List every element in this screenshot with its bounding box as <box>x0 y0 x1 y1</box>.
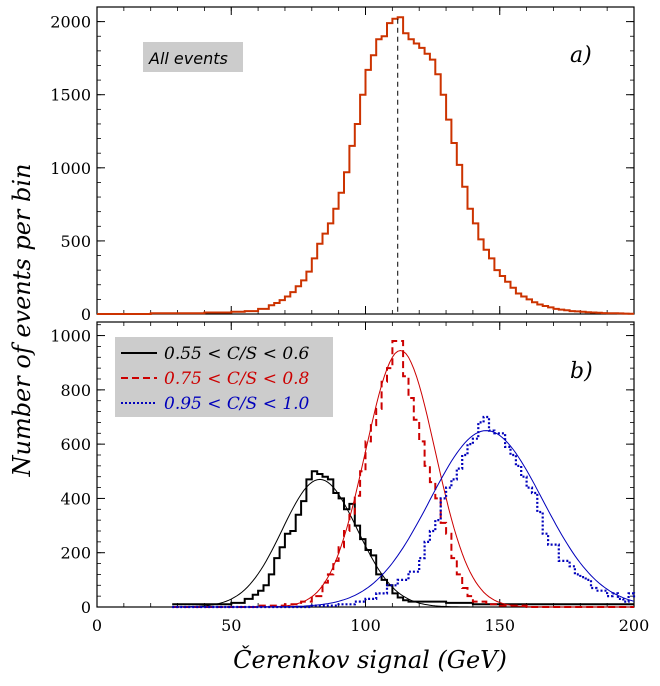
y-tick-label: 1000 <box>50 159 91 178</box>
legend-entry-2: 0.95 < C/S < 1.0 <box>164 394 310 414</box>
fit-curve-0 <box>172 478 634 608</box>
x-tick-label: 100 <box>350 616 381 635</box>
x-tick-label: 200 <box>619 616 650 635</box>
panel-b-series <box>172 340 636 609</box>
panel-b-label: b) <box>570 359 593 384</box>
histogram-series-2 <box>172 415 636 609</box>
panel-b: 0 200 400 600 800 1000 0 50 100 150 200 0.55 < C/S… <box>50 321 649 635</box>
histogram-series-0 <box>97 16 634 315</box>
y-tick-label: 0 <box>81 598 91 617</box>
panel-a-series <box>97 16 634 315</box>
y-tick-label: 500 <box>60 232 91 251</box>
all-events-label: All events <box>148 49 228 68</box>
y-axis-title: Number of events per bin <box>8 163 36 477</box>
y-tick-label: 800 <box>60 381 91 400</box>
y-tick-label: 1000 <box>50 327 91 346</box>
legend-entry-0: 0.55 < C/S < 0.6 <box>164 344 310 364</box>
panel-a-ticks: 0 500 1000 1500 2000 <box>50 6 635 324</box>
y-tick-label: 200 <box>60 544 91 563</box>
x-axis-title: Čerenkov signal (GeV) <box>233 645 507 674</box>
panel-a-label: a) <box>570 43 592 68</box>
x-tick-label: 0 <box>92 616 102 635</box>
x-tick-label: 50 <box>221 616 241 635</box>
legend-box <box>115 337 333 417</box>
y-tick-label: 600 <box>60 435 91 454</box>
y-tick-label: 0 <box>81 305 91 324</box>
y-tick-label: 400 <box>60 489 91 508</box>
y-tick-label: 2000 <box>50 13 91 32</box>
panel-a: 0 500 1000 1500 2000 All events a) <box>50 6 635 324</box>
histogram-series-0 <box>172 470 634 606</box>
x-tick-label: 150 <box>484 616 515 635</box>
legend: 0.55 < C/S < 0.6 0.75 < C/S < 0.8 0.95 < C… <box>121 344 310 414</box>
histogram-series-1 <box>172 340 634 608</box>
legend-entry-1: 0.75 < C/S < 0.8 <box>164 369 310 389</box>
all-events-badge <box>143 42 243 72</box>
y-tick-label: 1500 <box>50 86 91 105</box>
panel-b-ticks: 0 200 400 600 800 1000 0 50 100 150 200 <box>50 322 649 635</box>
